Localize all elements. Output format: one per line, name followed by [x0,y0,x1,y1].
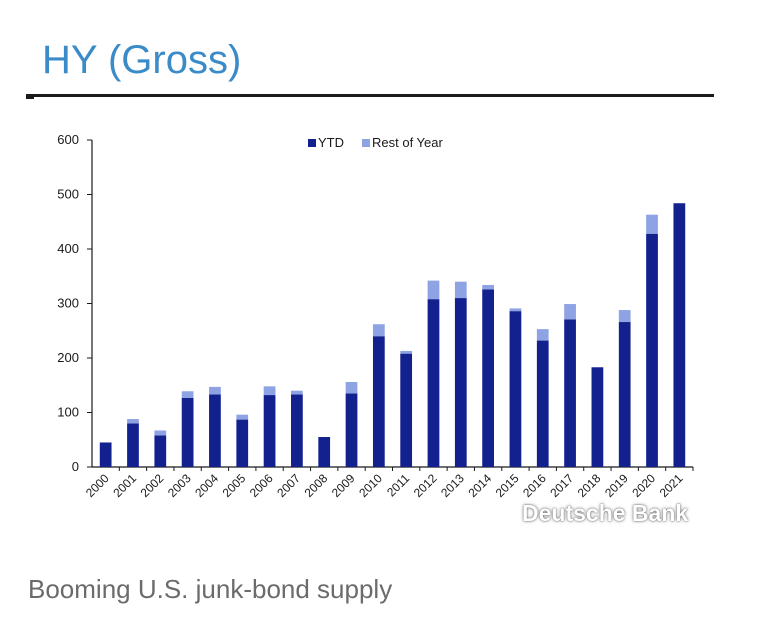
bar-rest-of-year [263,386,276,396]
chart-legend: YTD Rest of Year [308,135,443,150]
y-tick-label: 200 [57,350,79,365]
bar-rest-of-year [127,419,139,424]
x-tick-label: 2005 [220,471,249,500]
x-tick-label: 2007 [274,471,303,500]
bar-rest-of-year [509,308,522,312]
bar-rest-of-year [427,280,440,300]
x-tick-label: 2010 [356,471,385,500]
bar-ytd [482,289,494,467]
bar-ytd [345,393,358,467]
x-tick-label: 2004 [192,471,221,500]
x-tick-label: 2000 [83,471,112,500]
bar-ytd [427,299,440,467]
bar-ytd [536,340,549,467]
x-tick-label: 2021 [657,471,686,500]
bar-ytd [509,311,522,467]
x-tick-label: 2012 [411,471,440,500]
bar-rest-of-year [181,391,194,398]
bar-rest-of-year [618,310,631,323]
bar-ytd [236,419,249,467]
x-tick-label: 2009 [329,471,358,500]
bar-rest-of-year [154,430,167,436]
title-divider-tick [26,96,34,99]
bar-rest-of-year [209,386,221,395]
legend-swatch-ytd [308,139,316,147]
bar-ytd [673,203,686,467]
bar-ytd [372,336,385,467]
x-tick-label: 2011 [384,471,412,499]
bar-ytd [318,437,331,467]
bar-ytd [591,367,604,467]
x-tick-label: 2018 [575,471,604,500]
x-tick-label: 2017 [547,471,576,500]
x-tick-label: 2014 [465,471,494,500]
bar-ytd [99,442,112,467]
legend-label-rest-of-year: Rest of Year [372,135,443,150]
y-tick-label: 100 [57,405,79,420]
y-tick-label: 0 [72,459,79,474]
title-divider [26,94,714,97]
bar-rest-of-year [482,284,494,290]
bar-ytd [618,322,631,467]
y-tick-label: 300 [57,296,79,311]
bar-ytd [400,353,413,467]
x-tick-label: 2016 [520,471,549,500]
x-tick-label: 2013 [438,471,467,500]
x-tick-label: 2003 [165,471,194,500]
x-tick-label: 2020 [629,471,658,500]
bar-rest-of-year [454,281,467,299]
bar-ytd [646,233,658,467]
y-tick-label: 400 [57,241,79,256]
image-caption: Booming U.S. junk-bond supply [28,574,393,604]
bar-ytd [564,319,576,467]
bar-rest-of-year [236,414,249,420]
x-tick-label: 2019 [602,471,631,500]
y-tick-label: 600 [57,132,79,147]
legend-swatch-rest-of-year [362,139,370,147]
x-tick-label: 2001 [110,471,139,500]
y-tick-label: 500 [57,187,79,202]
bar-rest-of-year [345,381,358,394]
bar-rest-of-year [372,324,385,337]
legend-label-ytd: YTD [318,135,344,150]
bar-rest-of-year [646,214,658,234]
deutsche-bank-watermark: Deutsche Bank [522,500,689,526]
x-tick-label: 2008 [302,471,331,500]
chart-title: HY (Gross) [42,38,242,82]
bar-ytd [154,435,167,467]
bar-rest-of-year [291,390,303,395]
bar-ytd [263,395,276,467]
x-tick-label: 2015 [493,471,522,500]
bar-ytd [454,298,467,467]
bar-rest-of-year [564,304,576,320]
bar-ytd [127,423,139,467]
x-tick-label: 2002 [138,471,167,500]
bar-rest-of-year [400,350,413,354]
bar-rest-of-year [536,329,549,341]
bar-ytd [209,394,221,467]
x-tick-label: 2006 [247,471,276,500]
bar-ytd [181,397,194,467]
bar-ytd [291,394,303,467]
